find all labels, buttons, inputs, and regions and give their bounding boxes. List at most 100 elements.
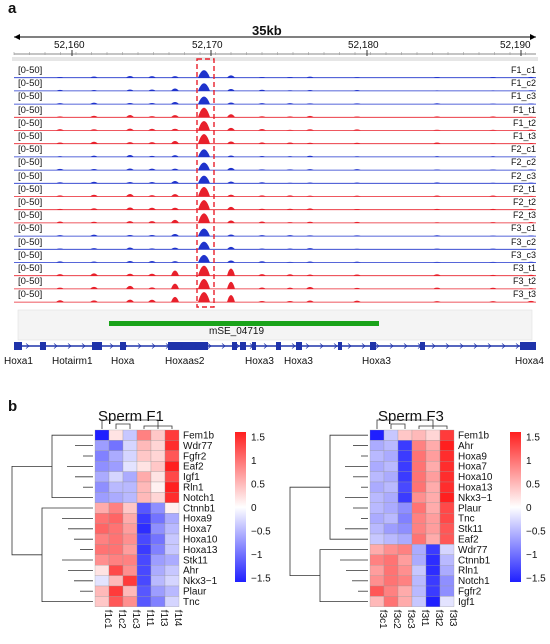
heatmap-cell <box>383 429 399 441</box>
heatmap-cell <box>164 575 180 587</box>
row-label: Eaf2 <box>183 462 204 473</box>
heatmap-cell <box>425 450 441 462</box>
heatmap-cell <box>136 502 152 514</box>
track-peak <box>306 261 314 263</box>
heatmap-cell <box>94 461 110 472</box>
gene-label: Hoxa1 <box>4 356 33 367</box>
track-peak <box>353 169 361 171</box>
colorbar-tick: −1 <box>526 550 538 561</box>
track-peak <box>258 221 266 223</box>
track-peak <box>90 221 98 223</box>
track-peak <box>171 140 179 144</box>
heatmap-cell <box>108 502 124 514</box>
coord-label: 52,160 <box>54 40 85 51</box>
heatmap-cell <box>136 492 152 503</box>
row-label: Fem1b <box>458 431 490 442</box>
track-peak <box>126 260 134 263</box>
track-peak <box>353 235 361 237</box>
track-peak <box>171 207 179 210</box>
gene-exon <box>120 342 126 350</box>
heatmap-cell <box>397 440 413 451</box>
track-peak <box>198 96 210 105</box>
strand-arrow <box>473 343 478 349</box>
heatmap-cell <box>122 596 138 607</box>
heatmap-cell <box>397 450 413 462</box>
strand-arrow <box>235 343 240 349</box>
col-dendrogram <box>376 419 434 429</box>
track-name: F1_t2 <box>512 117 536 128</box>
heatmap-cell <box>108 544 124 555</box>
row-label: Wdr77 <box>183 441 213 452</box>
gene-exon <box>420 342 425 350</box>
track-name: F1_t1 <box>512 104 536 115</box>
heatmap-title: Sperm F3 <box>378 408 444 425</box>
track-peak <box>198 265 210 276</box>
track-peak <box>227 260 235 263</box>
track-peak <box>126 299 134 303</box>
heatmap-cell <box>383 492 399 503</box>
heatmap-cell <box>397 596 413 607</box>
heatmap-cell <box>150 544 166 555</box>
row-label: Hoxa9 <box>183 514 212 525</box>
track-name: F3_c2 <box>510 236 536 247</box>
track-peak <box>227 294 235 303</box>
chromosome-band <box>12 57 538 61</box>
heatmap-cell <box>122 513 138 524</box>
track-peak <box>433 235 441 237</box>
gene-exon <box>296 342 302 350</box>
track-peak <box>198 70 210 78</box>
track-peak <box>353 116 361 118</box>
track-peak <box>286 182 294 184</box>
heatmap-cell <box>397 492 413 503</box>
heatmap-cell <box>369 554 385 566</box>
track-peak <box>489 287 497 289</box>
track-peak <box>148 142 156 144</box>
heatmap-cell <box>439 461 455 472</box>
track-peak <box>198 107 210 118</box>
track-peak <box>306 89 314 91</box>
track-peak <box>148 299 156 303</box>
track-peak <box>198 241 210 250</box>
gene-exon <box>252 342 256 350</box>
heatmap-cell <box>369 471 385 483</box>
heatmap-cell <box>383 513 399 524</box>
strand-arrow <box>487 343 492 349</box>
track-peak <box>171 270 179 276</box>
col-label: f3c2 <box>391 610 402 629</box>
track-peak <box>286 195 294 197</box>
row-label: Nkx3−1 <box>458 493 493 504</box>
heatmap-cell <box>397 565 413 576</box>
row-label: Ctnnb1 <box>183 503 216 514</box>
heatmap-cell <box>439 450 455 462</box>
heatmap-cell <box>397 481 413 493</box>
heatmap-cell <box>136 513 152 524</box>
heatmap-cell <box>439 554 455 566</box>
track-peak <box>353 287 361 289</box>
track-peak <box>198 120 210 131</box>
heatmap-cell <box>411 440 427 451</box>
track-peak <box>353 129 361 131</box>
heatmap-cell <box>122 544 138 555</box>
track-range-label: [0-50] <box>18 197 43 208</box>
track-peak <box>227 127 235 131</box>
track-peak <box>198 149 210 157</box>
track-range-label: [0-50] <box>18 249 43 261</box>
track-peak <box>171 88 179 91</box>
track-peak <box>148 195 156 197</box>
track-peak <box>258 261 266 263</box>
track-peak <box>56 248 64 250</box>
heatmap-cell <box>94 513 110 524</box>
heatmap-cell <box>397 502 413 514</box>
heatmap-cell <box>136 461 152 472</box>
strand-arrow <box>291 343 296 349</box>
track-peak <box>306 235 314 237</box>
track-peak <box>227 281 235 289</box>
track-peak <box>227 181 235 184</box>
heatmap-cell <box>136 554 152 566</box>
track-peak <box>148 182 156 184</box>
track-peak <box>527 129 535 131</box>
row-label: Igf1 <box>183 472 200 483</box>
track-peak <box>171 115 179 118</box>
heatmap-cell <box>383 544 399 555</box>
heatmap-cell <box>439 471 455 483</box>
